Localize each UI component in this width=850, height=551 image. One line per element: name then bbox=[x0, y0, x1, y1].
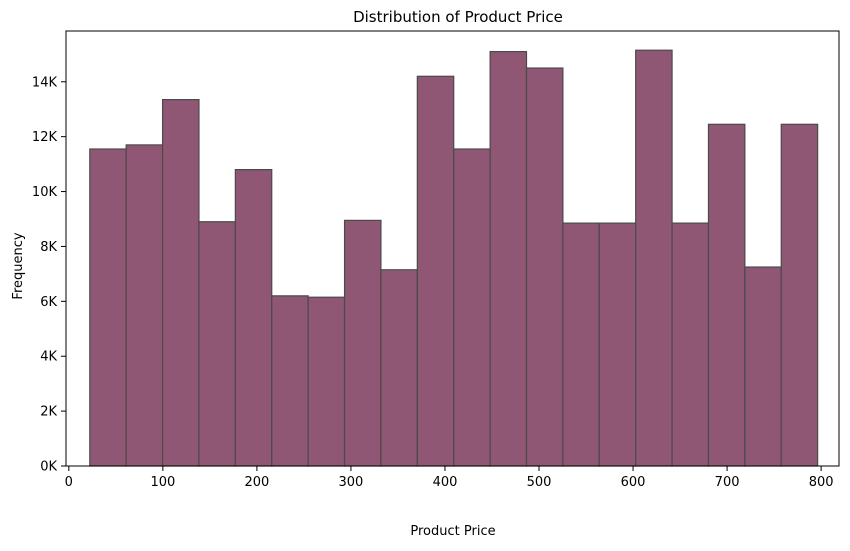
x-tick-label: 200 bbox=[244, 475, 269, 490]
x-tick-label: 800 bbox=[809, 475, 834, 490]
y-axis-title: Frequency bbox=[11, 232, 26, 299]
histogram-bar-14 bbox=[562, 222, 600, 467]
plot-frame bbox=[65, 30, 840, 467]
x-axis: 0 100 200 300 400 500 600 700 800 bbox=[65, 466, 834, 490]
histogram-bar-16 bbox=[635, 49, 673, 467]
x-tick-label: 100 bbox=[150, 475, 175, 490]
histogram-bar-7 bbox=[307, 296, 346, 467]
histogram-bar-20 bbox=[780, 123, 819, 467]
chart-title: Distribution of Product Price bbox=[353, 8, 563, 26]
histogram-bar-5 bbox=[234, 169, 273, 467]
histogram-bar-13 bbox=[525, 67, 564, 467]
histogram-bar-10 bbox=[416, 75, 455, 467]
x-tick-label: 500 bbox=[527, 475, 552, 490]
y-tick-label: 14K bbox=[32, 75, 58, 90]
x-tick-label: 400 bbox=[433, 475, 458, 490]
x-axis-title: Product Price bbox=[410, 524, 495, 539]
y-tick-label: 6K bbox=[40, 295, 57, 310]
histogram-bar-11 bbox=[453, 148, 491, 467]
histogram-bar-1 bbox=[89, 148, 127, 467]
y-tick-label: 10K bbox=[32, 185, 58, 200]
histogram-bar-3 bbox=[161, 99, 200, 467]
histogram-bar-17 bbox=[671, 222, 710, 467]
y-tick-label: 0K bbox=[40, 460, 57, 475]
y-tick-label: 12K bbox=[32, 130, 58, 145]
y-tick-label: 8K bbox=[40, 240, 57, 255]
histogram-bar-6 bbox=[271, 295, 309, 467]
histogram-bar-4 bbox=[198, 221, 236, 467]
histogram-bars bbox=[89, 49, 819, 467]
x-tick-label: 300 bbox=[339, 475, 364, 490]
histogram-bar-18 bbox=[707, 123, 746, 467]
x-tick-label: 700 bbox=[715, 475, 740, 490]
histogram-bar-2 bbox=[125, 144, 164, 467]
y-axis: 0K 2K 4K 6K 8K 10K 12K 14K bbox=[32, 75, 66, 475]
histogram-bar-15 bbox=[598, 222, 637, 467]
y-tick-label: 4K bbox=[40, 350, 57, 365]
x-tick-label: 0 bbox=[65, 475, 73, 490]
histogram-bar-19 bbox=[744, 266, 782, 467]
histogram-bar-9 bbox=[380, 269, 418, 467]
histogram-bar-12 bbox=[489, 50, 528, 467]
x-tick-label: 600 bbox=[621, 475, 646, 490]
histogram-bar-8 bbox=[343, 219, 382, 467]
y-tick-label: 2K bbox=[40, 405, 57, 420]
